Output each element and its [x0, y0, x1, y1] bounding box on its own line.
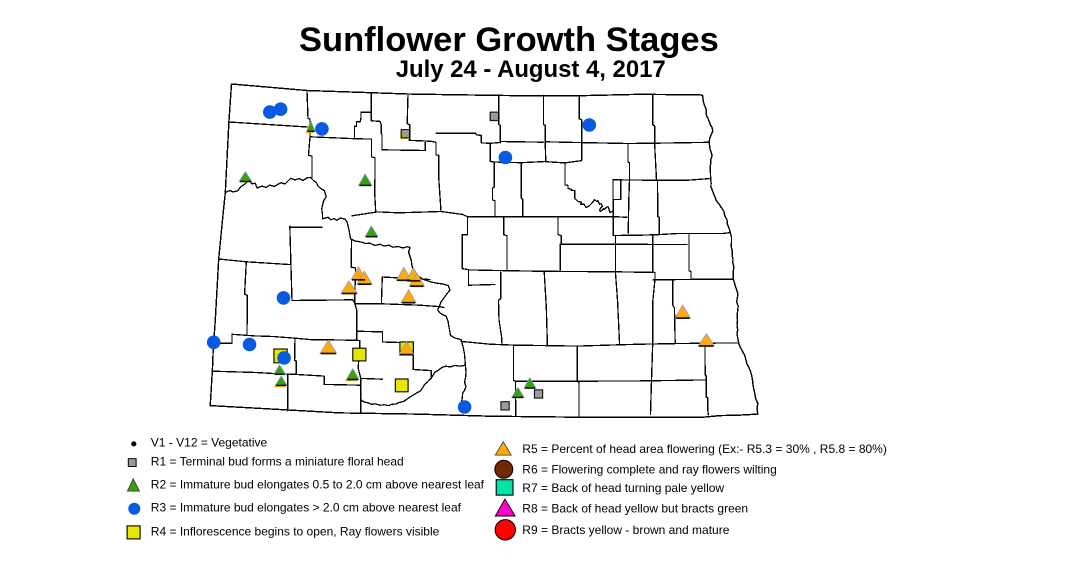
svg-text:Sunflower Growth Stages: Sunflower Growth Stages: [299, 21, 719, 59]
svg-text:R6 = Flowering complete and ra: R6 = Flowering complete and ray flowers …: [522, 462, 776, 476]
svg-text:R3 = Immature bud elongates >: R3 = Immature bud elongates > 2.0 cm abo…: [151, 501, 462, 515]
svg-text:R9 = Bracts yellow - brown and: R9 = Bracts yellow - brown and mature: [522, 523, 729, 537]
svg-text:R5 = Percent of head area flow: R5 = Percent of head area flowering (Ex:…: [522, 442, 887, 456]
svg-text:R1 = Terminal bud forms a mini: R1 = Terminal bud forms a miniature flor…: [151, 455, 404, 469]
svg-text:R2 = Immature bud elongates 0.: R2 = Immature bud elongates 0.5 to 2.0 c…: [151, 477, 485, 491]
svg-text:R8 = Back of head yellow but b: R8 = Back of head yellow but bracts gree…: [522, 502, 748, 516]
svg-text:R4 = Inflorescence begins to o: R4 = Inflorescence begins to open, Ray f…: [151, 525, 440, 539]
svg-text:R7 = Back of head turning pale: R7 = Back of head turning pale yellow: [522, 481, 724, 495]
svg-text:V1 - V12 = Vegetative: V1 - V12 = Vegetative: [151, 436, 268, 450]
svg-text:July 24 - August 4, 2017: July 24 - August 4, 2017: [396, 56, 666, 83]
